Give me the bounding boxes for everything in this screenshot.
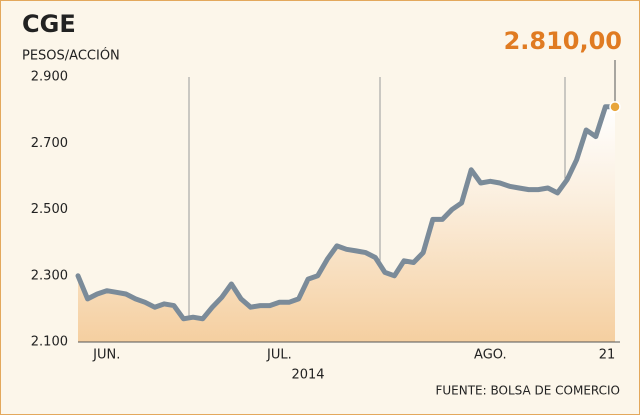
last-point-marker (609, 101, 621, 113)
x-tick-label: 21 (599, 348, 616, 363)
y-tick-label: 2.300 (31, 268, 68, 283)
annotation: 2.810,00 (504, 27, 622, 55)
line (75, 104, 618, 322)
y-axis-label: PESOS/ACCIÓN (22, 48, 120, 64)
y-tick-label: 2.500 (31, 202, 68, 217)
x-axis-label: 2014 (291, 368, 324, 383)
area (78, 106, 615, 342)
x-tick-label: AGO. (474, 348, 507, 363)
x-tick-label: JUL. (266, 348, 292, 363)
y-tick-label: 2.700 (31, 136, 68, 151)
y-tick-label: 2.100 (31, 335, 68, 350)
y-tick-label: 2.900 (31, 70, 68, 85)
x-tick-label: JUN. (92, 348, 120, 363)
source: FUENTE: BOLSA DE COMERCIO (435, 384, 620, 398)
chart-title: CGE (22, 10, 76, 38)
